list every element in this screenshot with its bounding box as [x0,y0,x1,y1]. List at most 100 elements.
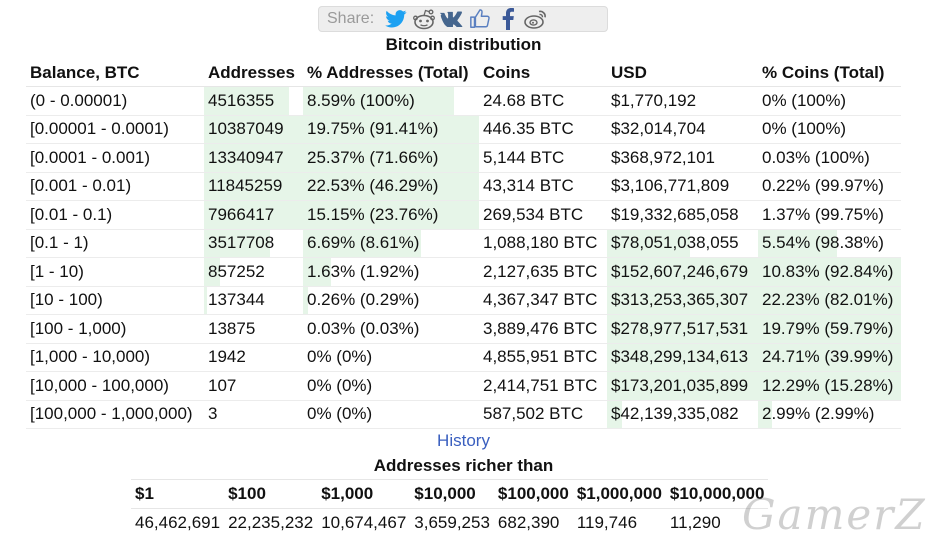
richer-threshold-header: $1,000 [317,479,411,509]
cell-balance: (0 - 0.00001) [26,86,204,116]
cell-addresses-text: 857252 [208,261,265,281]
cell-usd: $368,972,101 [607,143,758,173]
cell-usd-text: $3,106,771,809 [611,176,730,196]
thumbs-up-icon [470,9,490,28]
weibo-share-button[interactable] [522,7,550,31]
coins-share-bar [607,315,758,343]
cell-pct-addresses: 0% (0%) [303,343,479,372]
like-share-button[interactable] [466,7,494,31]
cell-coins-text: 4,855,951 BTC [483,347,598,367]
cell-pct-coins: 2.99% (2.99%) [758,400,901,429]
twitter-share-button[interactable] [382,7,410,31]
richer-count-value: 11,290 [669,513,721,532]
cell-addresses: 3 [204,400,303,429]
cell-balance: [1,000 - 10,000) [26,343,204,372]
distribution-table: Balance, BTC Addresses % Addresses (Tota… [26,59,901,429]
richer-threshold-header: $1 [131,479,225,509]
richer-count-value: 22,235,232 [228,513,314,532]
cell-addresses: 3517708 [204,229,303,258]
cell-pct-coins-text: 22.23% (82.01%) [762,290,894,310]
cell-pct-addresses-text: 15.15% (23.76%) [307,204,439,224]
addresses-share-bar [204,286,207,314]
coins-share-bar [758,400,773,428]
cell-coins-text: 24.68 BTC [483,90,565,110]
cell-pct-addresses: 6.69% (8.61%) [303,229,479,258]
reddit-share-button[interactable] [410,7,438,31]
cell-addresses-text: 3 [208,404,218,424]
cell-usd: $152,607,246,679 [607,257,758,287]
cell-pct-addresses-text: 8.59% (100%) [307,90,415,110]
addresses-share-bar [204,87,290,115]
cell-pct-addresses: 15.15% (23.76%) [303,200,479,230]
richer-count-value: 46,462,691 [135,513,221,532]
cell-balance-text: [0.1 - 1) [30,233,89,253]
cell-usd: $348,299,134,613 [607,343,758,372]
addresses-share-bar [303,258,332,286]
cell-pct-coins-text: 19.79% (59.79%) [762,318,894,338]
cell-pct-addresses: 0.26% (0.29%) [303,286,479,315]
coins-share-bar [758,286,901,314]
cell-pct-coins: 19.79% (59.79%) [758,314,901,344]
table-row: [0.01 - 0.1) 7966417 15.15% (23.76%) 269,53… [26,200,901,230]
cell-pct-addresses-text: 19.75% (91.41%) [307,119,439,139]
cell-pct-coins-text: 12.29% (15.28%) [762,375,894,395]
watermark-logo: GamerZ [742,490,927,539]
cell-pct-addresses-text: 0.26% (0.29%) [307,290,420,310]
cell-pct-addresses: 0% (0%) [303,400,479,429]
cell-balance: [100 - 1,000) [26,314,204,344]
cell-balance: [10 - 100) [26,286,204,315]
richer-table: $1 $100 $1,000 $10,000 $100,000 $1,000,000 $10… [131,479,769,537]
cell-balance-text: (0 - 0.00001) [30,90,128,110]
cell-coins-text: 587,502 BTC [483,404,584,424]
cell-pct-coins-text: 2.99% (2.99%) [762,404,875,424]
cell-usd-text: $32,014,704 [611,119,706,139]
header-balance: Balance, BTC [26,59,204,87]
header-addresses: Addresses [204,59,303,87]
cell-usd: $42,139,335,082 [607,400,758,429]
cell-pct-addresses-text: 0% (0%) [307,375,373,395]
cell-coins: 4,367,347 BTC [479,286,607,315]
distribution-header-row: Balance, BTC Addresses % Addresses (Tota… [26,59,901,87]
cell-pct-addresses: 19.75% (91.41%) [303,115,479,144]
cell-coins: 2,127,635 BTC [479,257,607,287]
cell-pct-coins: 12.29% (15.28%) [758,371,901,401]
cell-coins: 43,314 BTC [479,172,607,201]
addresses-share-bar [204,115,303,143]
coins-share-bar [758,343,901,371]
cell-pct-coins-text: 24.71% (39.99%) [762,347,894,367]
vk-share-button[interactable] [438,7,466,31]
coins-share-bar [758,315,901,343]
facebook-share-button[interactable] [494,7,522,31]
richer-title: Addresses richer than [373,456,554,475]
cell-addresses: 13340947 [204,143,303,173]
cell-addresses: 11845259 [204,172,303,201]
cell-coins: 446.35 BTC [479,115,607,144]
cell-usd-text: $348,299,134,613 [611,347,749,367]
cell-usd: $19,332,685,058 [607,200,758,230]
cell-pct-addresses-text: 0.03% (0.03%) [307,318,420,338]
cell-addresses-text: 107 [208,375,237,395]
history-link[interactable]: History [437,431,490,450]
table-row: [0.001 - 0.01) 11845259 22.53% (46.29%) 43,… [26,172,901,201]
cell-usd-text: $1,770,192 [611,90,697,110]
table-row: [100 - 1,000) 13875 0.03% (0.03%) 3,889,476… [26,314,901,344]
cell-usd-text: $278,977,517,531 [611,318,749,338]
cell-addresses-text: 11845259 [208,176,283,196]
richer-count-value: 3,659,253 [414,513,490,532]
cell-balance-text: [0.00001 - 0.0001) [30,119,169,139]
weibo-icon [524,10,547,29]
table-row: (0 - 0.00001) 4516355 8.59% (100%) 24.68 BT… [26,86,901,116]
richer-threshold-header: $10,000 [410,479,494,509]
addresses-share-bar [303,87,455,115]
cell-usd: $278,977,517,531 [607,314,758,344]
cell-addresses: 1942 [204,343,303,372]
cell-pct-coins: 0.22% (99.97%) [758,172,901,201]
table-row: [100,000 - 1,000,000) 3 0% (0%) 587,502 BTC… [26,400,901,429]
coins-share-bar [607,286,758,314]
cell-coins-text: 1,088,180 BTC [483,233,598,253]
facebook-icon [502,8,515,30]
addresses-share-bar [204,229,271,257]
addresses-share-bar [204,258,220,286]
cell-balance-text: [10,000 - 100,000) [30,375,169,395]
cell-pct-addresses: 8.59% (100%) [303,86,479,116]
